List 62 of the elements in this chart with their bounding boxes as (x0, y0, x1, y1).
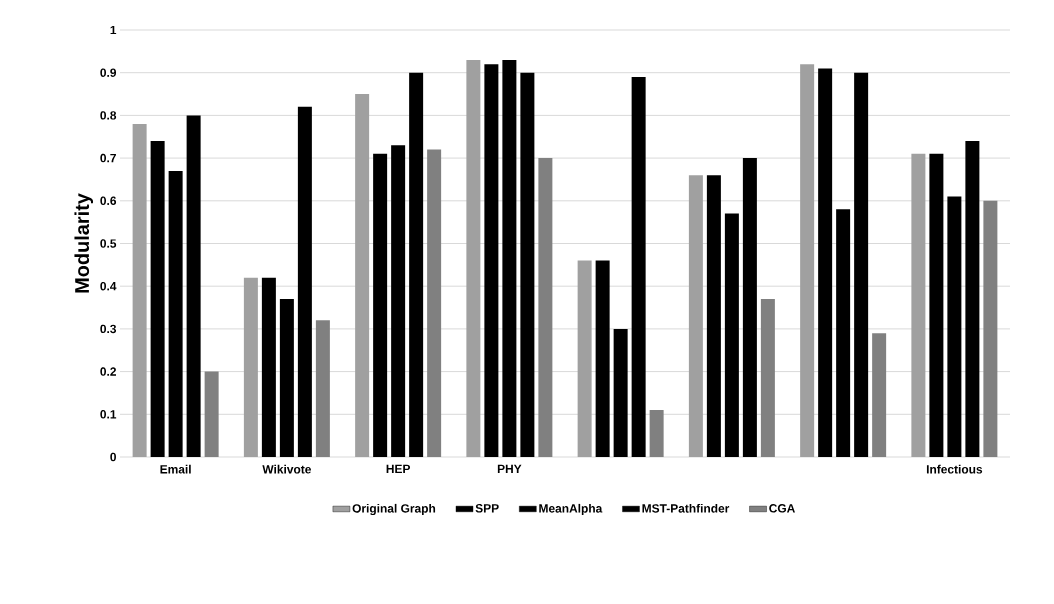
bar (150, 141, 165, 457)
bar (688, 175, 703, 457)
x-tick-label: HEP (386, 464, 411, 473)
bar (724, 213, 739, 457)
bar (760, 299, 775, 457)
bar (836, 209, 851, 457)
bar (168, 170, 183, 457)
bar (631, 76, 646, 457)
bar (315, 320, 330, 457)
y-tick-label: 0.2 (100, 367, 116, 376)
y-tick-label: 0.4 (100, 281, 117, 291)
bar (520, 72, 535, 457)
legend-label: MeanAlpha (539, 503, 603, 516)
bar (427, 149, 442, 457)
bar (204, 371, 219, 457)
legend-label: Original Graph (352, 503, 436, 516)
legend-label: CGA (769, 504, 795, 513)
bar (929, 153, 944, 457)
y-tick-label: 0.8 (100, 111, 117, 120)
bar (613, 328, 628, 457)
y-axis-title: Modularity (74, 193, 94, 293)
bar (186, 115, 201, 457)
bar (911, 153, 926, 457)
legend-label: SPP (475, 504, 499, 513)
bar (391, 145, 406, 457)
bar (279, 299, 294, 457)
y-tick-label: 0.7 (100, 153, 116, 163)
bar (965, 141, 980, 457)
y-tick-label: 0.5 (100, 239, 117, 248)
legend-label: MST-Pathfinder (642, 503, 730, 513)
bar (706, 175, 721, 457)
bar (409, 72, 424, 457)
bar (818, 68, 833, 457)
bar (854, 72, 869, 457)
bar (872, 333, 887, 457)
bar (538, 158, 553, 457)
bar (577, 260, 592, 457)
bar (484, 64, 499, 457)
bar (983, 200, 998, 457)
y-tick-label: 0 (110, 452, 116, 462)
bar (373, 153, 388, 457)
y-tick-label: 0.9 (100, 68, 117, 77)
x-tick-label: PHY (497, 464, 522, 473)
bar (947, 196, 962, 457)
bar (243, 277, 258, 457)
bar (297, 106, 312, 457)
bar (502, 59, 517, 457)
bar (261, 277, 276, 457)
bar (132, 123, 147, 457)
bar (595, 260, 610, 457)
y-tick-label: 0.3 (100, 324, 117, 334)
bar (355, 94, 370, 457)
x-tick-label: Email (160, 464, 191, 474)
bar (649, 410, 664, 457)
y-tick-label: 0.6 (100, 196, 117, 206)
x-tick-label: Infectious (926, 464, 983, 474)
bar (466, 59, 481, 457)
y-tick-label: 0.1 (100, 410, 117, 419)
bar (742, 158, 757, 457)
x-tick-label: Wikivote (262, 464, 311, 474)
bar (800, 64, 815, 457)
y-tick-label: 1 (110, 25, 117, 35)
